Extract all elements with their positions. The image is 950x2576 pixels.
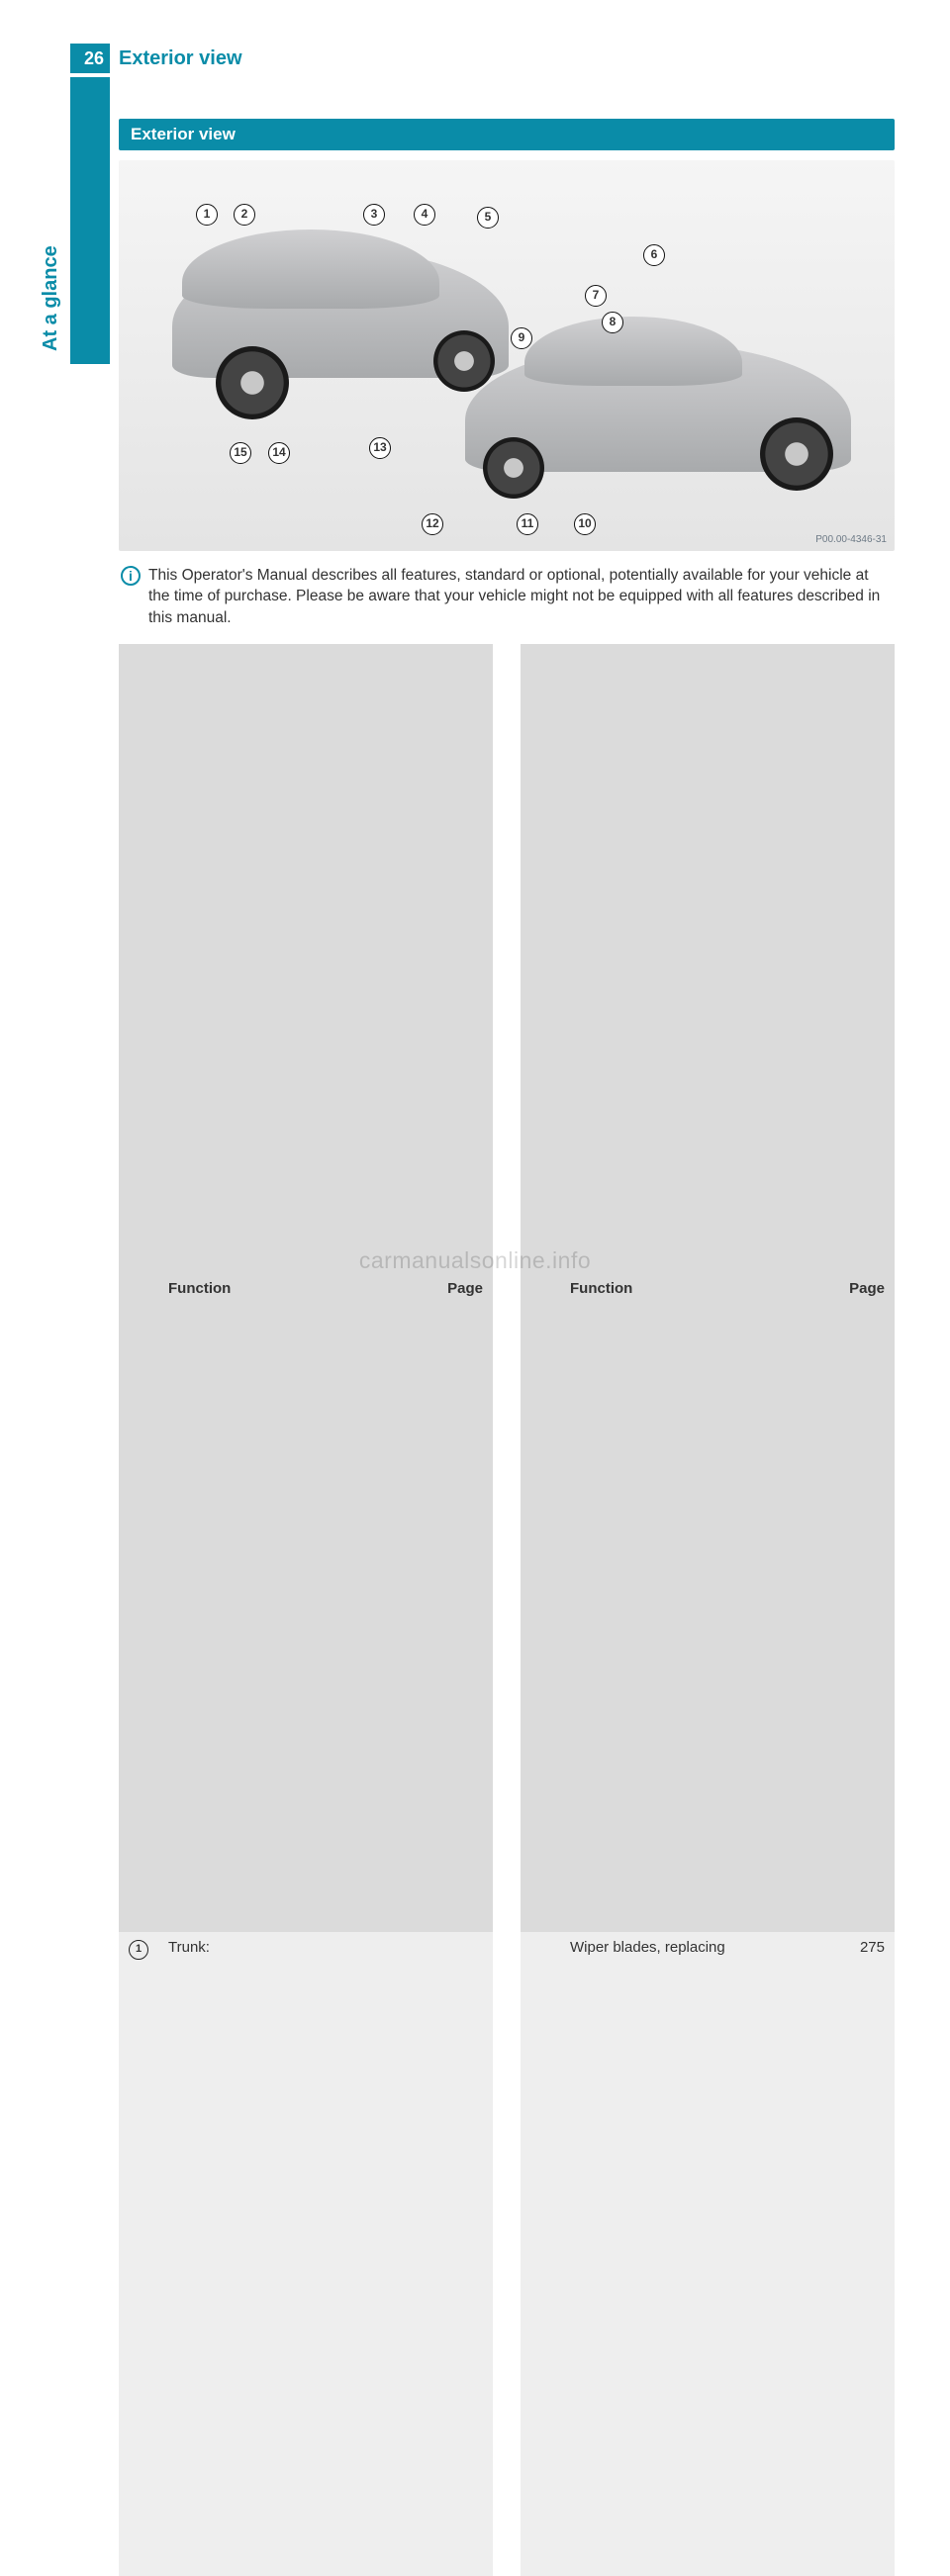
tables-wrapper: Function Page 1Trunk:Locking and unlocki… <box>119 644 895 2576</box>
callout-6: 6 <box>643 244 665 266</box>
info-note-text: This Operator's Manual describes all fea… <box>148 565 893 628</box>
callout-2: 2 <box>234 204 255 226</box>
callout-8: 8 <box>602 312 623 333</box>
row-function: Wiper blades, replacing <box>560 1932 837 2576</box>
info-icon: i <box>121 566 141 586</box>
car-front-wheel-rear <box>483 437 544 499</box>
table-row: Wiper blades, replacing275 <box>521 1932 895 2576</box>
table-header-function: Function <box>560 644 837 1932</box>
callout-4: 4 <box>414 204 435 226</box>
top-bar: 26 Exterior view <box>0 44 950 73</box>
table-header-page: Page <box>837 644 895 1932</box>
exterior-view-figure: P00.00-4346-31 123456789101112131415 <box>119 160 895 551</box>
callout-13: 13 <box>369 437 391 459</box>
callout-15: 15 <box>230 442 251 464</box>
car-rear-wheel-rear <box>216 346 289 419</box>
running-title: Exterior view <box>119 44 242 73</box>
car-front-roof <box>524 317 742 386</box>
row-index <box>521 1932 560 2576</box>
side-tab-label: At a glance <box>40 245 62 351</box>
section-heading: Exterior view <box>119 119 895 150</box>
callout-10: 10 <box>574 513 596 535</box>
callout-7: 7 <box>585 285 607 307</box>
row-index: 1 <box>119 1932 158 2576</box>
page-number-tab: 26 <box>70 44 110 73</box>
callout-11: 11 <box>517 513 538 535</box>
info-note: i This Operator's Manual describes all f… <box>121 565 893 628</box>
car-front-wheel-front <box>760 417 833 491</box>
callout-14: 14 <box>268 442 290 464</box>
callout-5: 5 <box>477 207 499 229</box>
callout-12: 12 <box>422 513 443 535</box>
row-function: Trunk: <box>158 1932 435 2576</box>
table-row: 1 Trunk: <box>119 1932 493 2576</box>
table-header-blank <box>521 644 560 1932</box>
page: 26 Exterior view At a glance Exterior vi… <box>0 0 950 1288</box>
side-tab <box>70 77 110 364</box>
callout-3: 3 <box>363 204 385 226</box>
index-symbol: 1 <box>129 1940 148 1960</box>
row-page <box>435 1932 493 2576</box>
callout-1: 1 <box>196 204 218 226</box>
table-header-function: Function <box>158 644 435 1932</box>
car-rear-wheel-front <box>433 330 495 392</box>
table-header-page: Page <box>435 644 493 1932</box>
content-area: Exterior view P00.00-4346-31 12345678910… <box>119 119 895 2576</box>
functions-table-right: Function Page Wiper blades, replacing275… <box>521 644 895 2576</box>
car-rear-roof <box>182 230 439 309</box>
functions-table-left: Function Page 1Trunk:Locking and unlocki… <box>119 644 493 2576</box>
row-page: 275 <box>837 1932 895 2576</box>
table-header-blank <box>119 644 158 1932</box>
left-column: Function Page 1Trunk:Locking and unlocki… <box>119 644 493 2576</box>
callout-9: 9 <box>511 327 532 349</box>
figure-reference-code: P00.00-4346-31 <box>815 534 887 545</box>
right-column: Function Page Wiper blades, replacing275… <box>521 644 895 2576</box>
